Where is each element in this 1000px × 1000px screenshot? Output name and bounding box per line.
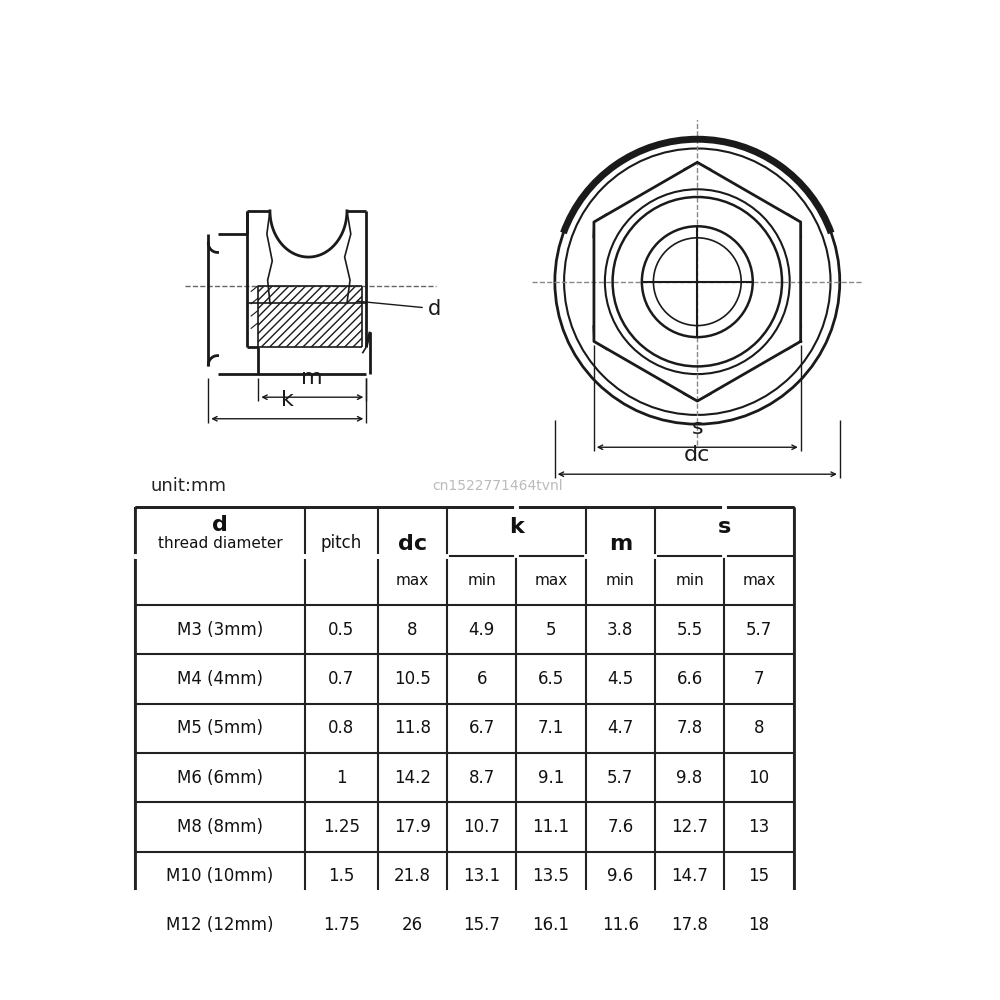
Text: M12 (12mm): M12 (12mm) bbox=[166, 916, 274, 934]
Text: max: max bbox=[534, 573, 568, 588]
Text: 10: 10 bbox=[748, 769, 769, 787]
Text: 9.6: 9.6 bbox=[607, 867, 633, 885]
Text: min: min bbox=[467, 573, 496, 588]
Text: 18: 18 bbox=[748, 916, 769, 934]
Text: 26: 26 bbox=[402, 916, 423, 934]
Text: 9.8: 9.8 bbox=[676, 769, 703, 787]
Text: 3.8: 3.8 bbox=[607, 621, 633, 639]
Text: k: k bbox=[281, 390, 294, 410]
Text: 8.7: 8.7 bbox=[469, 769, 495, 787]
Text: M10 (10mm): M10 (10mm) bbox=[166, 867, 274, 885]
Text: 10.5: 10.5 bbox=[394, 670, 431, 688]
Text: M8 (8mm): M8 (8mm) bbox=[177, 818, 263, 836]
Text: s: s bbox=[691, 418, 703, 438]
Text: cn1522771464tvnl: cn1522771464tvnl bbox=[432, 479, 562, 493]
Text: 0.7: 0.7 bbox=[328, 670, 354, 688]
Text: dc: dc bbox=[398, 534, 427, 554]
Text: k: k bbox=[509, 517, 524, 537]
Text: 13: 13 bbox=[748, 818, 770, 836]
Text: 21.8: 21.8 bbox=[394, 867, 431, 885]
Text: 1.75: 1.75 bbox=[323, 916, 360, 934]
Text: 7.1: 7.1 bbox=[538, 719, 564, 737]
Text: m: m bbox=[301, 368, 323, 388]
Text: 13.5: 13.5 bbox=[532, 867, 570, 885]
Text: 6.7: 6.7 bbox=[469, 719, 495, 737]
Text: 14.2: 14.2 bbox=[394, 769, 431, 787]
Text: m: m bbox=[609, 534, 632, 554]
Text: 8: 8 bbox=[407, 621, 418, 639]
Text: 14.7: 14.7 bbox=[671, 867, 708, 885]
Text: 1.5: 1.5 bbox=[328, 867, 354, 885]
Text: 5.5: 5.5 bbox=[676, 621, 703, 639]
Text: 6.6: 6.6 bbox=[676, 670, 703, 688]
Text: d: d bbox=[212, 515, 228, 535]
Text: 1: 1 bbox=[336, 769, 346, 787]
Text: 6.5: 6.5 bbox=[538, 670, 564, 688]
Text: min: min bbox=[675, 573, 704, 588]
Text: M4 (4mm): M4 (4mm) bbox=[177, 670, 263, 688]
Bar bbox=[258, 286, 362, 347]
Text: max: max bbox=[742, 573, 776, 588]
Text: d: d bbox=[357, 299, 441, 319]
Text: 5.7: 5.7 bbox=[746, 621, 772, 639]
Text: min: min bbox=[606, 573, 635, 588]
Text: 1.25: 1.25 bbox=[323, 818, 360, 836]
Text: M6 (6mm): M6 (6mm) bbox=[177, 769, 263, 787]
Text: thread diameter: thread diameter bbox=[158, 536, 282, 551]
Text: 5: 5 bbox=[546, 621, 556, 639]
Text: 7.6: 7.6 bbox=[607, 818, 633, 836]
Text: 0.5: 0.5 bbox=[328, 621, 354, 639]
Text: 4.7: 4.7 bbox=[607, 719, 633, 737]
Text: 9.1: 9.1 bbox=[538, 769, 564, 787]
Text: 4.9: 4.9 bbox=[469, 621, 495, 639]
Text: M5 (5mm): M5 (5mm) bbox=[177, 719, 263, 737]
Text: 17.9: 17.9 bbox=[394, 818, 431, 836]
Text: 10.7: 10.7 bbox=[463, 818, 500, 836]
Text: 6: 6 bbox=[476, 670, 487, 688]
Text: 5.7: 5.7 bbox=[607, 769, 633, 787]
Text: max: max bbox=[396, 573, 429, 588]
Text: 7.8: 7.8 bbox=[676, 719, 703, 737]
Text: unit:mm: unit:mm bbox=[151, 477, 227, 495]
Text: 8: 8 bbox=[754, 719, 764, 737]
Text: 15.7: 15.7 bbox=[463, 916, 500, 934]
Text: dc: dc bbox=[684, 445, 710, 465]
Text: 15: 15 bbox=[748, 867, 769, 885]
Text: s: s bbox=[718, 517, 731, 537]
Text: 4.5: 4.5 bbox=[607, 670, 633, 688]
Text: 7: 7 bbox=[754, 670, 764, 688]
Text: 11.6: 11.6 bbox=[602, 916, 639, 934]
Text: pitch: pitch bbox=[321, 534, 362, 552]
Text: M3 (3mm): M3 (3mm) bbox=[177, 621, 263, 639]
Text: 0.8: 0.8 bbox=[328, 719, 354, 737]
Text: 11.8: 11.8 bbox=[394, 719, 431, 737]
Text: 17.8: 17.8 bbox=[671, 916, 708, 934]
Text: 16.1: 16.1 bbox=[532, 916, 570, 934]
Text: 13.1: 13.1 bbox=[463, 867, 500, 885]
Text: 12.7: 12.7 bbox=[671, 818, 708, 836]
Text: 11.1: 11.1 bbox=[532, 818, 570, 836]
